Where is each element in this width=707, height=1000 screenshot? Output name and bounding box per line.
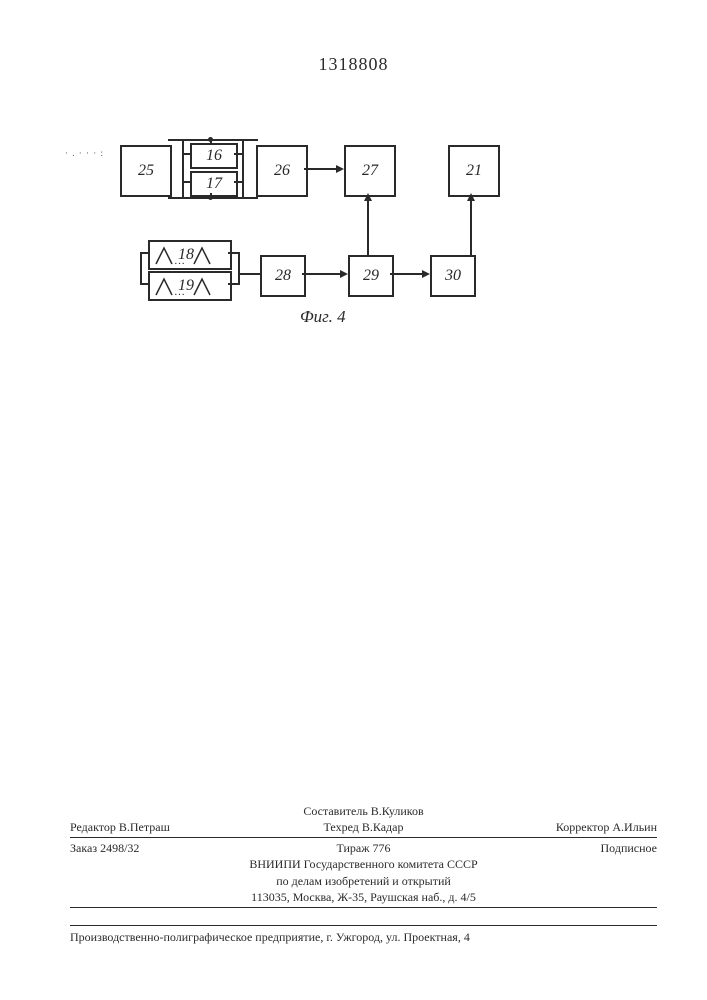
block-26: 26 <box>256 145 308 197</box>
block-28: 28 <box>260 255 306 297</box>
figure-label: Фиг. 4 <box>300 307 346 327</box>
address-line: 113035, Москва, Ж-35, Раушская наб., д. … <box>70 889 657 905</box>
ellipsis: … <box>174 286 185 298</box>
editor-label: Редактор <box>70 820 116 834</box>
arrowhead-icon <box>422 270 430 278</box>
block-29: 29 <box>348 255 394 297</box>
wire <box>302 273 342 275</box>
wire <box>182 181 192 183</box>
scan-artifact: · . · · · : <box>65 148 104 158</box>
page-number: 1318808 <box>319 54 389 75</box>
tirazh-value: 776 <box>373 841 391 855</box>
wire <box>242 139 258 141</box>
divider <box>70 837 657 838</box>
wire <box>304 168 338 170</box>
divider <box>70 907 657 908</box>
arrowhead-icon <box>364 193 372 201</box>
compiler-name: В.Куликов <box>371 804 424 818</box>
wire <box>238 252 240 285</box>
block-diagram: 25 16 17 26 27 21 18 … 19 … 28 29 30 <box>100 135 560 355</box>
block-25: 25 <box>120 145 172 197</box>
wire <box>140 252 142 285</box>
org-line-1: ВНИИПИ Государственного комитета СССР <box>70 856 657 872</box>
block-17: 17 <box>190 171 238 197</box>
wire <box>182 139 184 199</box>
editor-name: В.Петраш <box>119 820 170 834</box>
wire <box>242 139 244 199</box>
block-27: 27 <box>344 145 396 197</box>
compiler-label: Составитель <box>303 804 367 818</box>
wire <box>390 273 424 275</box>
order-label: Заказ <box>70 841 97 855</box>
block-16: 16 <box>190 143 238 169</box>
wire <box>470 201 472 257</box>
printing-line: Производственно-полиграфическое предприя… <box>70 925 657 945</box>
block-19: 19 … <box>148 271 232 301</box>
wire <box>182 153 192 155</box>
order-value: 2498/32 <box>100 841 139 855</box>
arrowhead-icon <box>336 165 344 173</box>
imprint-block: Составитель В.Куликов Редактор В.Петраш … <box>70 803 657 910</box>
block-30: 30 <box>430 255 476 297</box>
org-line-2: по делам изобретений и открытий <box>70 873 657 889</box>
wire <box>210 193 212 199</box>
subscription-label: Подписное <box>601 841 658 855</box>
block-18: 18 … <box>148 240 232 270</box>
techred-name: В.Кадар <box>362 820 404 834</box>
tirazh-label: Тираж <box>336 841 369 855</box>
wire <box>210 139 212 145</box>
corrector-label: Корректор <box>556 820 610 834</box>
techred-label: Техред <box>324 820 359 834</box>
corrector-name: А.Ильин <box>612 820 657 834</box>
block-21: 21 <box>448 145 500 197</box>
wire <box>367 201 369 257</box>
wire <box>182 197 244 199</box>
ellipsis: … <box>174 255 185 267</box>
wire <box>182 139 244 141</box>
arrowhead-icon <box>467 193 475 201</box>
arrowhead-icon <box>340 270 348 278</box>
wire <box>238 273 262 275</box>
wire <box>242 197 258 199</box>
